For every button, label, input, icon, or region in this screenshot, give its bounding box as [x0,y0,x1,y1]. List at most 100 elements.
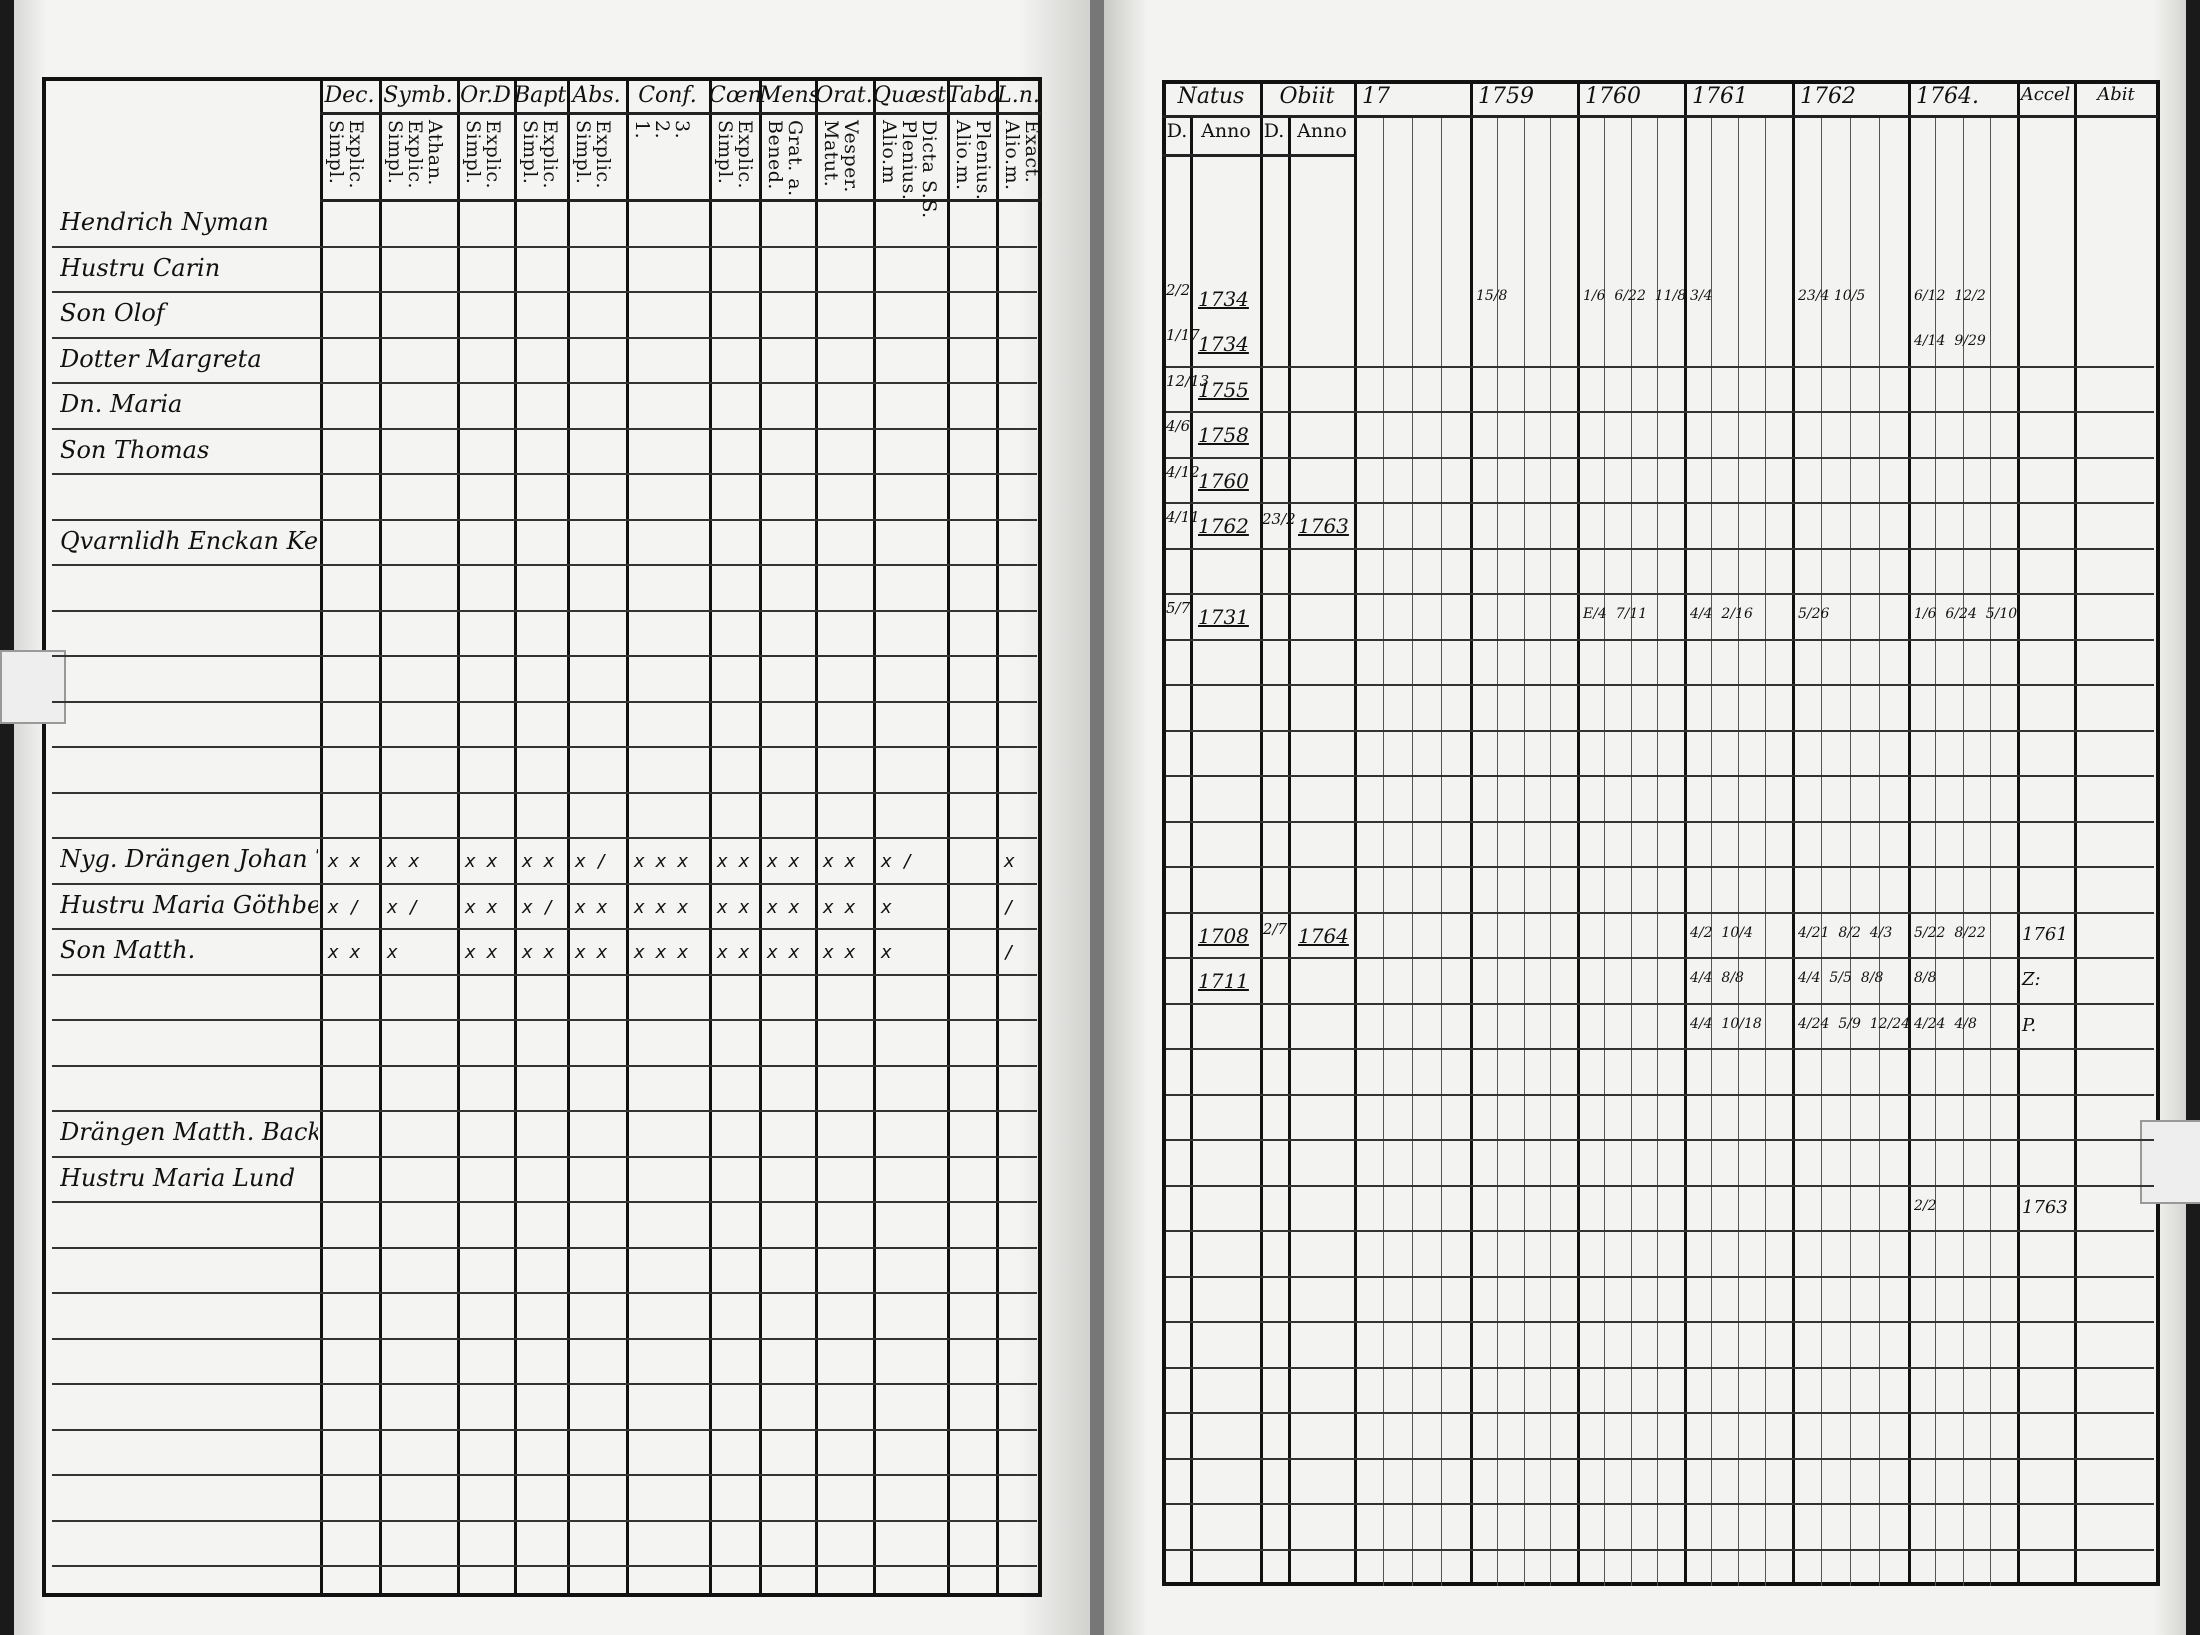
column-subheader: Plenius. Alio.m. [952,120,994,201]
death-year: 1763 [1298,514,1349,538]
row-rule [52,1064,1037,1067]
row-rule [52,1519,1037,1522]
row-rule [52,1428,1037,1431]
column-subheader: Dicta S.S. Plenius. Alio.m [878,120,940,219]
row-rule [52,1565,1037,1567]
row-rule [1166,456,2154,459]
person-name: Hustru Maria Göthberg [60,890,318,919]
birth-year: 1758 [1198,423,1249,447]
column-header: Or.D [460,83,511,108]
row-rule [1166,411,2154,413]
exam-mark: x x [328,942,361,963]
exam-mark: x / [522,896,555,918]
birth-day: 4/11 [1166,508,1200,526]
exam-mark: x x [465,942,498,963]
header-rule [1162,154,1354,157]
communion-mark: 8/8 [1914,970,1937,986]
person-name: Son Olof [60,299,165,327]
person-name: Hustru Carin [60,253,221,282]
column-subheader: Explic. Simpl. [572,120,614,190]
row-rule [52,609,1037,612]
communion-mark: 5/22 8/22 [1914,924,1986,941]
row-rule [1166,1503,2154,1505]
row-rule [1166,1139,2154,1141]
exam-mark: x x [522,851,555,872]
column-header: Dec. [324,83,375,108]
subcolumn-divider [1935,115,1937,1586]
row-rule [1166,1093,2154,1096]
accel-entry: 1763 [2022,1196,2068,1218]
row-rule [1166,547,2154,550]
subcolumn-divider [1657,115,1659,1586]
subcolumn-divider [1711,115,1712,1586]
column-header: Mens. [759,83,815,108]
birth-day: 1/17 [1166,326,1200,344]
communion-mark: 4/2 10/4 [1690,924,1753,941]
communion-mark: 4/21 8/2 4/3 [1798,924,1893,941]
row-rule [52,245,1037,248]
abit-header: Abit [2097,84,2135,105]
exam-mark: x x [767,896,800,918]
obiit-header: Obiit [1279,84,1335,109]
birth-year: 1708 [1198,923,1249,948]
row-rule [1166,684,2154,686]
exam-mark: x x [328,851,361,872]
header-rule [320,112,1041,115]
row-rule [1166,729,2154,732]
communion-mark: 1/6 6/22 11/8 [1583,287,1687,304]
row-rule [1166,1184,2154,1187]
column-header: Quæst. [873,83,947,108]
column-divider [1684,80,1687,1586]
communion-mark: 2/2 [1914,1197,1937,1214]
column-header: Bapt. [514,83,567,108]
row-rule [52,882,1037,885]
exam-mark: x x [717,942,750,963]
row-rule [1166,1321,2154,1323]
column-subheader: Athan. Explic. Simpl. [384,120,446,190]
row-rule [1166,1366,2154,1369]
year-header: 1760 [1585,84,1641,109]
row-rule [1166,1548,2154,1551]
exam-mark: x x x [634,851,689,872]
column-subheader: 3. 2. 1. [631,120,693,140]
row-rule [1166,638,2154,641]
column-header: Abs. [572,83,621,108]
person-name: Dn. Maria [60,390,183,418]
column-divider [1908,80,1911,1586]
column-header: Cœn.D [709,83,759,108]
column-divider [1190,115,1193,1586]
subcolumn-divider [1603,115,1605,1586]
right-page [1104,0,2186,1635]
row-rule [52,336,1037,339]
column-divider [1792,80,1795,1586]
subcolumn-divider [1630,115,1632,1586]
column-subheader: Explic. Simpl. [519,120,561,190]
exam-mark: x [387,942,398,963]
accel-entry: Z: [2022,969,2041,990]
person-name: Nyg. Drängen Johan Törn [60,845,318,873]
row-rule [52,1474,1037,1476]
subcolumn-divider [1496,115,1498,1586]
column-divider [1577,80,1580,1586]
communion-mark: 15/8 [1476,287,1508,304]
person-name: Son Matth. [60,936,196,964]
left-page [14,0,1094,1635]
year-header: 1761 [1692,84,1748,109]
accel-entry: P. [2022,1014,2037,1036]
exam-mark: x x [823,851,856,872]
exam-mark: x x [823,896,856,918]
subcolumn-divider [1962,115,1964,1586]
death-day: 23/2 [1262,510,1296,528]
communion-mark: 4/24 4/8 [1914,1015,1977,1032]
subcolumn-divider [1821,115,1822,1586]
column-subheader: Exact. Alio.m. [1001,120,1043,191]
person-name: Hendrich Nyman [60,208,269,236]
row-rule [1166,502,2154,504]
exam-mark: x x [575,942,608,963]
row-rule [52,1292,1037,1294]
person-name: Hustru Maria Lund [60,1163,296,1192]
exam-mark: x x [387,851,420,872]
row-rule [1166,775,2154,777]
row-rule [52,427,1037,430]
subcolumn-divider [1879,115,1880,1586]
